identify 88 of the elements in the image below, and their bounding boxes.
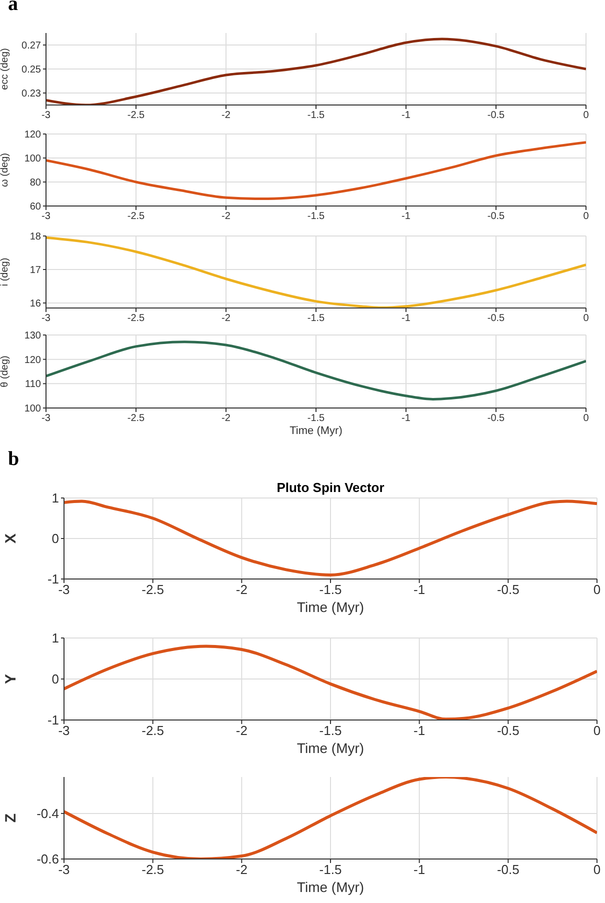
x-tick-label: -3 — [42, 313, 51, 324]
line-series — [46, 340, 586, 400]
x-tick-label: 0 — [583, 211, 590, 222]
x-tick-label: -3 — [58, 582, 70, 598]
x-tick-label: -3 — [42, 110, 51, 122]
x-tick-label: -1 — [414, 862, 426, 878]
x-tick-label: 0 — [593, 862, 601, 878]
x-tick-label: -3 — [42, 211, 51, 222]
x-tick-label: 0 — [583, 110, 590, 122]
y-axis-title: i (deg) — [0, 258, 11, 286]
x-tick-label: -1 — [402, 413, 411, 424]
x-tick-label: -2.5 — [127, 211, 146, 222]
y-tick-label: -1 — [47, 572, 59, 587]
y-tick-label: 100 — [24, 404, 42, 415]
x-tick-label: -2 — [222, 413, 231, 424]
y-tick-label: -1 — [47, 712, 59, 728]
y-tick-label: 1 — [52, 490, 59, 506]
x-tick-label: -0.5 — [496, 582, 520, 598]
y-tick-label: 120 — [24, 130, 42, 141]
x-tick-label: -3 — [42, 413, 51, 424]
y-tick-label: 1 — [52, 630, 59, 646]
y-tick-label: 0.27 — [22, 40, 42, 52]
y-tick-label: 80 — [30, 178, 42, 189]
chart-title: Pluto Spin Vector — [276, 480, 386, 495]
x-tick-label: 0 — [583, 413, 590, 424]
x-tick-label: -3 — [58, 723, 70, 738]
y-axis-title: Y — [2, 674, 20, 684]
x-axis-title: Time (Myr) — [288, 424, 344, 438]
text: b — [8, 448, 20, 471]
x-tick-label: -1.5 — [319, 862, 342, 878]
y-axis-title: Z — [2, 813, 20, 823]
x-axis-title: Time (Myr) — [296, 598, 366, 616]
x-tick-label: -3 — [58, 862, 70, 878]
line-series — [46, 141, 586, 200]
x-tick-label: 0 — [583, 313, 590, 324]
line-series — [64, 500, 597, 576]
y-axis-title: ecc (deg) — [0, 48, 11, 90]
y-tick-label: -0.4 — [36, 806, 59, 822]
x-tick-label: -2 — [222, 211, 231, 222]
x-tick-label: -2.5 — [142, 582, 164, 598]
x-tick-label: -0.5 — [496, 723, 520, 738]
x-tick-label: 0 — [593, 723, 601, 738]
y-tick-label: 16 — [30, 298, 42, 310]
x-tick-label: -2.5 — [142, 723, 164, 738]
y-tick-label: 0.23 — [22, 88, 42, 100]
x-tick-label: -1 — [414, 582, 426, 598]
x-tick-label: -1 — [402, 313, 411, 324]
x-tick-label: -1 — [402, 110, 411, 122]
x-tick-label: -0.5 — [487, 413, 506, 424]
x-tick-label: -1 — [414, 723, 426, 738]
y-tick-label: -0.6 — [36, 852, 59, 867]
x-tick-label: -2.5 — [127, 313, 146, 324]
x-tick-label: -0.5 — [487, 313, 506, 324]
x-tick-label: -2 — [236, 723, 248, 738]
y-tick-label: 60 — [30, 202, 42, 213]
y-axis-title: θ (deg) — [0, 356, 11, 388]
x-tick-label: -2 — [236, 582, 248, 598]
y-tick-label: 18 — [30, 232, 42, 243]
x-tick-label: -0.5 — [487, 110, 506, 122]
x-tick-label: -0.5 — [487, 211, 506, 222]
x-tick-label: -2 — [222, 313, 231, 324]
y-axis-title: ω (deg) — [0, 153, 11, 187]
y-tick-label: 0 — [52, 672, 59, 687]
x-tick-label: -2.5 — [127, 413, 146, 424]
x-tick-label: -2 — [222, 110, 231, 122]
x-tick-label: -1.5 — [319, 723, 342, 738]
y-tick-label: 0 — [52, 531, 59, 546]
x-tick-label: -1.5 — [307, 211, 326, 222]
x-axis-title: Time (Myr) — [296, 878, 366, 896]
y-tick-label: 120 — [24, 354, 42, 366]
x-tick-label: -2.5 — [127, 110, 146, 122]
x-tick-label: -1.5 — [307, 413, 326, 424]
text: a — [8, 0, 18, 16]
x-tick-label: -1 — [402, 211, 411, 222]
y-tick-label: 17 — [30, 265, 42, 276]
x-tick-label: -1.5 — [307, 313, 326, 324]
y-tick-label: 0.25 — [22, 64, 42, 76]
y-tick-label: 130 — [24, 330, 42, 342]
y-tick-label: 100 — [24, 154, 42, 165]
x-tick-label: -0.5 — [496, 862, 520, 878]
x-tick-label: 0 — [593, 582, 601, 598]
y-tick-label: 110 — [25, 379, 42, 390]
x-axis-title: Time (Myr) — [296, 739, 366, 758]
x-tick-label: -2 — [236, 862, 248, 878]
x-tick-label: -2.5 — [142, 862, 164, 878]
y-axis-title: X — [2, 533, 20, 544]
x-tick-label: -1.5 — [307, 110, 326, 122]
x-tick-label: -1.5 — [319, 582, 342, 598]
